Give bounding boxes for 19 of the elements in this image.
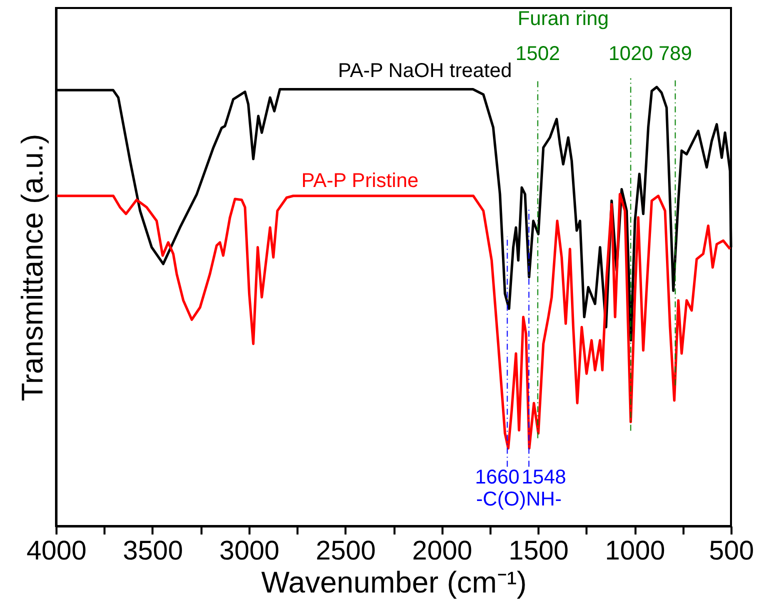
y-axis-title: Transmittance (a.u.): [16, 134, 50, 402]
ref-line-label: 1660: [475, 466, 520, 489]
x-tick-label: 1500: [508, 536, 569, 566]
ref-line-label: 1020: [608, 43, 653, 66]
ref-line-label: 1548: [522, 466, 566, 489]
ref-line-label: 789: [658, 43, 692, 66]
x-tick-label: 4000: [26, 536, 87, 566]
series-label: PA-P Pristine: [301, 170, 418, 192]
series-label: PA-P NaOH treated: [338, 60, 512, 82]
x-tick-label: 1000: [605, 536, 666, 566]
x-tick-label: 3500: [122, 536, 183, 566]
x-tick-label: 3000: [219, 536, 280, 566]
x-tick-label: 2500: [316, 536, 376, 566]
x-tick-label: 500: [708, 536, 754, 566]
ref-line-label: 1502: [516, 43, 560, 66]
annotation: -C(O)NH-: [476, 488, 562, 511]
text: Furan ring: [518, 8, 609, 30]
x-axis-title: Wavenumber (cm⁻¹): [261, 566, 527, 600]
x-tick-label: 2000: [412, 536, 472, 566]
